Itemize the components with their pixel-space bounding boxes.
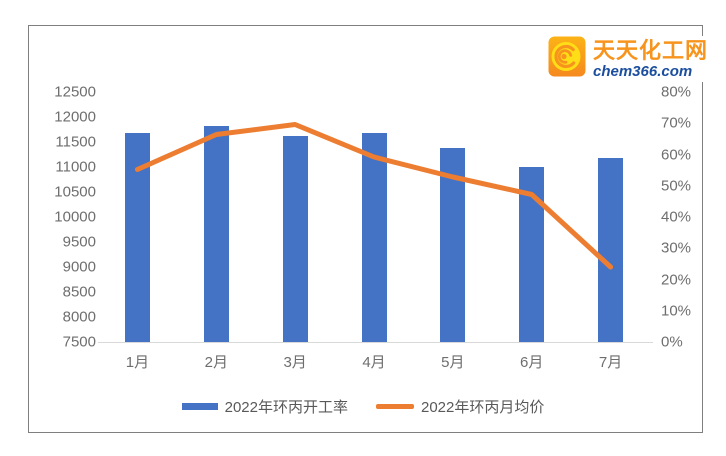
- bar-1月: [124, 132, 150, 342]
- x-axis-tick-label: 1月: [125, 354, 150, 371]
- bar-3月: [282, 135, 308, 342]
- logo-name: 天天化工网: [593, 37, 709, 63]
- bar-7月: [598, 157, 624, 342]
- legend-item-operating-rate: 2022年环丙开工率: [181, 396, 348, 417]
- bar-4月: [361, 132, 387, 342]
- left-axis-tick-label: 9000: [62, 258, 96, 276]
- right-axis-tick-label: 20%: [661, 271, 692, 288]
- brand-logo: 天天化工网 chem366.com: [546, 36, 711, 82]
- right-axis-tick-label: 10%: [661, 302, 692, 320]
- bar-6月: [519, 167, 545, 342]
- legend-line-swatch-icon: [376, 404, 414, 409]
- right-axis-tick-label: 80%: [661, 83, 692, 101]
- right-axis-tick-label: 60%: [661, 146, 692, 163]
- right-axis-tick-label: 30%: [661, 239, 692, 257]
- x-axis-tick-label: 6月: [520, 354, 544, 371]
- x-axis-tick-label: 7月: [598, 354, 623, 371]
- legend-bar-swatch-icon: [181, 403, 218, 410]
- left-axis-tick-label: 9500: [62, 233, 96, 251]
- x-axis-line: [98, 342, 653, 343]
- bar-5月: [440, 148, 466, 342]
- left-axis-tick-label: 10500: [54, 183, 96, 201]
- legend-label-operating-rate: 2022年环丙开工率: [224, 399, 348, 416]
- left-axis-tick-label: 11000: [55, 158, 96, 176]
- x-axis-tick-label: 5月: [441, 354, 465, 371]
- bar-2月: [203, 126, 229, 342]
- x-axis-tick-label: 2月: [204, 354, 228, 371]
- right-axis-tick-label: 40%: [661, 208, 692, 226]
- right-axis-tick-label: 50%: [661, 177, 692, 195]
- left-axis-tick-label: 11500: [55, 133, 96, 151]
- left-axis-tick-label: 12000: [54, 108, 96, 126]
- legend-label-avg-price: 2022年环丙月均价: [421, 399, 545, 416]
- left-axis-tick-label: 7500: [62, 333, 96, 351]
- x-axis-tick-label: 3月: [283, 354, 307, 371]
- x-axis-tick-label: 4月: [362, 354, 386, 371]
- right-axis-tick-label: 0%: [661, 333, 683, 351]
- logo-domain: chem366.com: [593, 62, 693, 80]
- legend-item-avg-price: 2022年环丙月均价: [376, 396, 544, 417]
- left-axis-tick-label: 8000: [62, 308, 96, 326]
- swirl-logo-icon: [548, 36, 586, 82]
- right-axis-tick-label: 70%: [661, 114, 692, 132]
- legend: 2022年环丙开工率 2022年环丙月均价: [0, 396, 726, 417]
- left-axis-tick-label: 12500: [54, 83, 96, 101]
- left-axis-tick-label: 10000: [54, 208, 96, 226]
- left-axis-tick-label: 8500: [62, 283, 96, 301]
